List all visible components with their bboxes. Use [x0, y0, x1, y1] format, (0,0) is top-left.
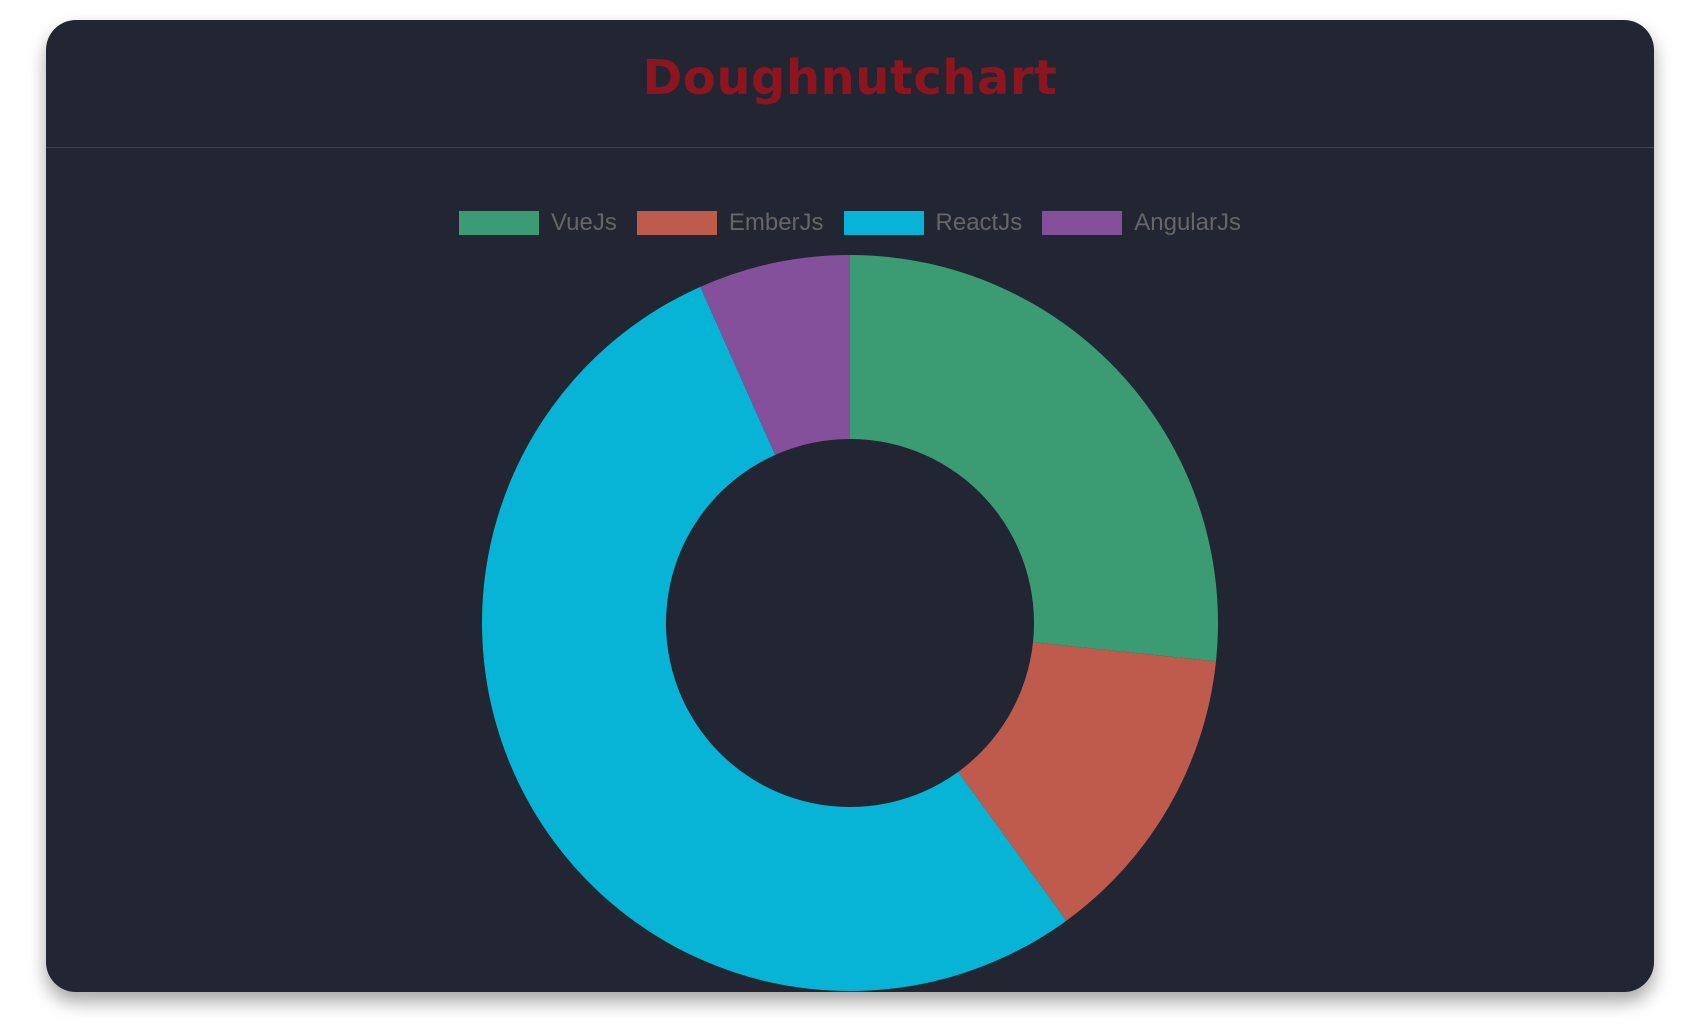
legend-label: EmberJs	[728, 209, 824, 236]
legend: VueJs EmberJs ReactJs AngularJs	[46, 209, 1654, 237]
legend-swatch	[459, 211, 540, 235]
legend-label: ReactJs	[935, 209, 1023, 236]
chart-card: Doughnutchart VueJs EmberJs ReactJs Angu…	[46, 20, 1654, 992]
legend-item-angularjs[interactable]: AngularJs	[1042, 209, 1241, 237]
legend-label: VueJs	[551, 209, 617, 236]
legend-swatch	[1042, 211, 1123, 235]
legend-swatch	[843, 211, 924, 235]
chart-title: Doughnutchart	[642, 50, 1058, 106]
doughnut-chart	[482, 255, 1218, 991]
doughnut-slice-reactjs[interactable]	[482, 286, 1067, 991]
legend-swatch	[636, 211, 717, 235]
legend-item-reactjs[interactable]: ReactJs	[843, 209, 1023, 237]
card-header: Doughnutchart	[46, 20, 1654, 148]
doughnut-slice-vuejs[interactable]	[850, 255, 1218, 662]
legend-item-emberjs[interactable]: EmberJs	[636, 209, 824, 237]
doughnut-slice-angularjs[interactable]	[700, 255, 850, 455]
legend-item-vuejs[interactable]: VueJs	[459, 209, 617, 237]
legend-label: AngularJs	[1134, 209, 1241, 236]
doughnut-slice-emberjs[interactable]	[958, 642, 1216, 921]
